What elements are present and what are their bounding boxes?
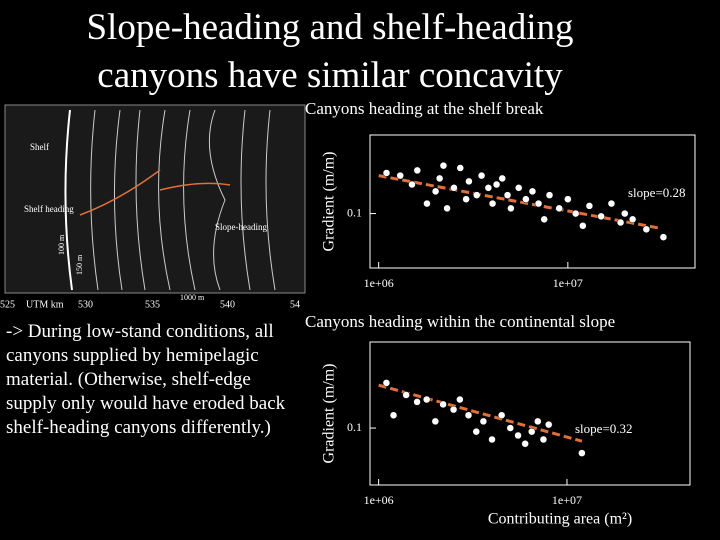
map-label: 100 m	[57, 234, 66, 255]
y-tick-label: 0.1	[347, 420, 362, 434]
data-point	[498, 174, 506, 183]
data-point	[521, 440, 529, 448]
data-point	[503, 191, 512, 199]
data-point	[497, 411, 506, 419]
data-point	[528, 187, 537, 196]
data-point	[439, 400, 447, 409]
x-tick-label: 1e+07	[552, 493, 582, 507]
data-point	[456, 395, 464, 404]
data-point	[545, 191, 554, 199]
data-point	[423, 199, 431, 208]
data-point	[396, 171, 404, 180]
data-point	[450, 184, 458, 192]
data-point	[522, 195, 530, 203]
map-label: Shelf	[30, 142, 49, 152]
data-point	[472, 427, 481, 436]
plot-frame	[369, 134, 696, 269]
data-point	[527, 427, 536, 436]
contour	[64, 109, 73, 291]
map-tick: 54	[290, 299, 300, 310]
x-tick-label: 1e+06	[364, 276, 394, 290]
data-point	[477, 171, 486, 180]
slope-annotation: slope=0.32	[575, 421, 633, 436]
data-point	[539, 435, 548, 444]
body-text: -> During low-stand conditions, all cany…	[6, 321, 286, 438]
data-point	[439, 161, 448, 170]
map-label: 150 m	[75, 254, 84, 275]
map-tick: 525	[0, 299, 15, 310]
data-point	[534, 417, 542, 426]
trend-line	[378, 383, 583, 443]
data-point	[488, 435, 496, 444]
data-point	[431, 187, 440, 196]
data-point	[462, 195, 470, 203]
data-point	[578, 449, 586, 457]
data-point	[465, 177, 473, 186]
slope-annotation: slope=0.28	[628, 185, 686, 200]
data-point	[456, 164, 465, 172]
data-point	[659, 233, 668, 241]
data-point	[579, 222, 587, 230]
map-axis-label: UTM km	[26, 299, 64, 310]
data-point	[564, 195, 572, 203]
data-point	[642, 225, 651, 234]
data-point	[628, 215, 637, 224]
canyon-path	[79, 169, 231, 216]
map-frame	[4, 104, 306, 294]
data-point	[514, 184, 523, 192]
data-point	[408, 180, 416, 189]
y-tick-label: 0.1	[347, 205, 362, 219]
data-point	[544, 420, 553, 429]
chart-title: Canyons heading within the continental s…	[305, 312, 615, 331]
map-tick: 535	[145, 299, 160, 310]
data-point	[607, 199, 616, 208]
data-point	[597, 212, 605, 221]
map-label: 1000 m	[180, 293, 205, 302]
chart-title: Canyons heading at the shelf break	[305, 99, 544, 118]
data-point	[402, 391, 410, 399]
data-point	[540, 215, 548, 224]
y-axis-label: Gradient (m/m)	[321, 152, 338, 252]
slide-title: Slope-heading and shelf-heading canyons …	[86, 7, 574, 96]
data-point	[449, 405, 458, 414]
map-tick: 530	[78, 299, 93, 310]
x-tick-label: 1e+06	[364, 493, 394, 507]
map: Shelf Shelf heading Slope-heading 100 m …	[0, 104, 306, 310]
data-point	[514, 431, 522, 440]
data-point	[555, 204, 563, 213]
data-point	[464, 411, 473, 419]
data-point	[534, 199, 543, 208]
data-point	[488, 199, 497, 208]
data-point	[585, 202, 594, 210]
data-point	[422, 395, 431, 404]
data-point	[507, 204, 515, 213]
data-point	[382, 379, 391, 387]
data-point	[443, 204, 451, 213]
data-point	[506, 424, 515, 432]
data-point	[616, 218, 625, 227]
data-point	[621, 209, 629, 218]
trend-line	[378, 174, 659, 230]
data-point	[435, 174, 444, 183]
plot-frame	[369, 341, 691, 486]
map-label: Slope-heading	[215, 222, 267, 232]
data-point	[484, 184, 493, 192]
y-axis-label: Gradient (m/m)	[321, 364, 338, 464]
map-label: Shelf heading	[24, 204, 74, 214]
data-point	[389, 411, 398, 419]
data-point	[382, 169, 391, 177]
data-point	[473, 191, 481, 199]
data-point	[479, 417, 488, 426]
x-tick-label: 1e+07	[553, 276, 583, 290]
data-point	[413, 398, 421, 406]
map-tick: 540	[220, 299, 235, 310]
x-axis-label: Contributing area (m²)	[488, 511, 632, 528]
data-point	[413, 166, 422, 175]
data-point	[571, 209, 580, 218]
data-point	[431, 417, 440, 426]
data-point	[492, 180, 501, 189]
